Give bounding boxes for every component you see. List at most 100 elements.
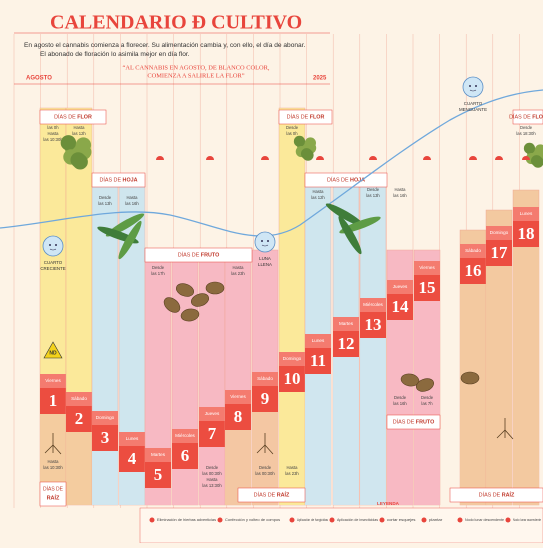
day-number-box: [172, 443, 198, 469]
time-note: Desde: [520, 125, 533, 130]
moon-eye: [475, 85, 477, 87]
phase-label-box: [39, 109, 107, 125]
moon-eye: [55, 244, 57, 246]
phase-label-box: [91, 172, 146, 188]
time-note: las 13:30h: [202, 483, 222, 488]
bud: [293, 135, 306, 147]
moon-eye: [469, 85, 471, 87]
time-note: las 23h: [231, 271, 245, 276]
legend-item: Nodo lunar descendente: [465, 518, 504, 522]
phase-name: RAÍZ: [277, 491, 290, 499]
legend-item: Aplicación de fungicidas: [297, 518, 328, 522]
day-number: 12: [338, 334, 355, 353]
weekday-box: [486, 226, 512, 240]
day-number-box: [486, 240, 512, 266]
weekday-box: [460, 244, 486, 258]
task-icon: [156, 156, 164, 160]
leaf: [118, 220, 142, 260]
day-number-box: [360, 312, 386, 338]
weekday: Miércoles: [363, 302, 383, 307]
roots: [44, 433, 62, 455]
task-icon: [316, 156, 324, 160]
moon-eye: [49, 244, 51, 246]
moon-label: CUARTO: [464, 101, 483, 106]
phase-name: FLOR: [532, 115, 543, 121]
time-note: Hasta: [48, 131, 60, 136]
day-number-box: [119, 446, 145, 472]
phase-label-box: [512, 109, 543, 125]
phase-name: FLOR: [310, 115, 325, 121]
phase-prefix: DÍAS DE: [287, 114, 309, 121]
moon-label: CRECIENTE: [40, 266, 65, 271]
legend-item: Nodo lunar ascendente: [513, 518, 541, 522]
day-number: 16: [465, 261, 482, 280]
roots: [496, 418, 514, 440]
bud: [304, 137, 316, 149]
leaf: [338, 215, 362, 255]
quote: “AL CANNABIS EN AGOSTO, DE BLANCO COLOR,: [123, 64, 270, 71]
moon-label: LUNA: [259, 256, 271, 261]
day-number-box: [333, 331, 359, 357]
phase-prefix: DÍAS DE: [393, 419, 415, 426]
bud: [60, 135, 77, 151]
weekday-box: [333, 317, 359, 331]
task-icon: [469, 156, 477, 160]
day-number-box: [252, 386, 278, 412]
moon-mouth: [469, 89, 477, 92]
weekday: Lunes: [520, 211, 533, 216]
time-note: Desde: [259, 465, 272, 470]
roots: [256, 433, 274, 455]
legend-icon: [421, 517, 427, 523]
phase-label-box: [386, 414, 441, 430]
legend-icon: [149, 517, 155, 523]
task-icon: [369, 156, 377, 160]
legend: LEYENDA Eliminación de hierbas adventicia…: [139, 501, 543, 544]
legend-icon: [289, 517, 295, 523]
phase-prefix: DÍAS DE: [509, 114, 531, 121]
day-number-box: [66, 406, 92, 432]
phase-label: DÍAS DE FLOR: [54, 114, 92, 121]
phase-label: DÍAS DE RAÍZ: [479, 491, 515, 499]
phase-name: FRUTO: [201, 253, 219, 259]
phase-prefix: DÍAS DE: [327, 177, 349, 184]
task-icon: [522, 156, 530, 160]
illustrations: CUARTOCRECIENTELUNALLENACUARTOMENGUANTEN…: [40, 76, 543, 455]
day-number: 3: [101, 428, 110, 447]
phase-label-box: [278, 109, 333, 125]
legend-item: plantar: [429, 518, 443, 522]
time-note: Hasta: [48, 459, 60, 464]
weekday-box: [92, 411, 118, 425]
weekday: Viernes: [45, 378, 61, 383]
weekday: Miércoles: [175, 433, 195, 438]
column-foot: [279, 392, 305, 505]
seed: [460, 371, 480, 385]
phase-label: DÍAS DE FLOR: [509, 114, 543, 121]
day-number: 6: [181, 446, 190, 465]
day-number: 2: [75, 409, 84, 428]
phase-name: HOJA: [350, 178, 365, 184]
legend-icon: [217, 517, 223, 523]
weekday-box: [172, 429, 198, 443]
month: AGOSTO: [26, 76, 52, 82]
legend-icon: [379, 517, 385, 523]
legend-item: Aplicación de insecticidas: [337, 518, 378, 522]
phase-label: DÍAS DE RAÍZ: [254, 491, 290, 499]
phase-prefix: DÍAS DE: [99, 177, 121, 184]
phase-name: HOJA: [123, 178, 138, 184]
column-foot: [66, 432, 92, 505]
time-note: las 16h: [393, 401, 407, 406]
weekday-box: [513, 207, 539, 221]
time-note: Desde: [286, 125, 299, 130]
legend-title: LEYENDA: [377, 501, 400, 506]
weekday-box: [387, 280, 413, 294]
phase-label-box: [144, 247, 253, 263]
column-foot: [172, 469, 198, 505]
weekday-box: [40, 374, 66, 388]
moon-eye: [261, 240, 263, 242]
weekday: Sábado: [71, 396, 87, 401]
day-number: 11: [310, 351, 326, 370]
weekday: Viernes: [419, 265, 435, 270]
time-note: las 10:30h: [43, 137, 63, 142]
